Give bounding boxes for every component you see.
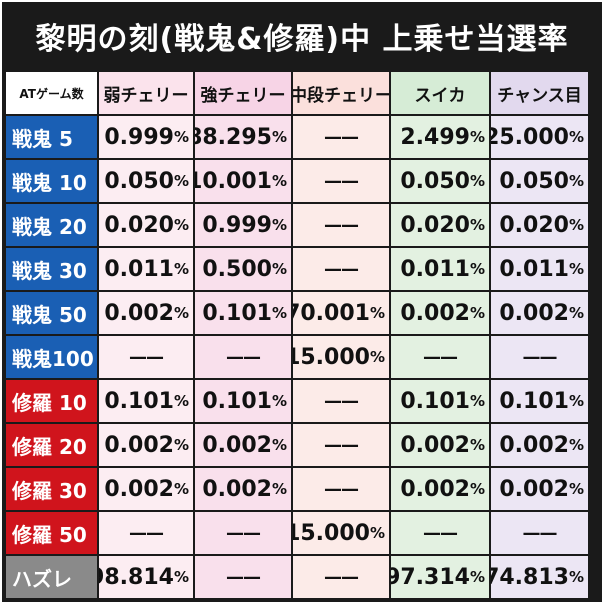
header-chance-pattern: チャンス目 (491, 72, 588, 114)
rate-cell-chance-pattern: 0.050% (491, 160, 588, 202)
rate-cell-chance-pattern: 0.020% (491, 204, 588, 246)
row-label: ハズレ (6, 556, 97, 598)
rate-cell-watermelon: 0.101% (391, 380, 489, 422)
rate-cell-weak-cherry: 0.011% (99, 248, 193, 290)
rate-cell-chance-pattern: 0.011% (491, 248, 588, 290)
rate-cell-middle-cherry: —— (293, 204, 389, 246)
rate-cell-strong-cherry: —— (195, 556, 291, 598)
rate-cell-middle-cherry: —— (293, 556, 389, 598)
row-label: 戦鬼 30 (6, 248, 97, 290)
rate-cell-watermelon: 0.011% (391, 248, 489, 290)
rate-cell-chance-pattern: —— (491, 336, 588, 378)
rate-table: ATゲーム数 弱チェリー 強チェリー 中段チェリー スイカ チャンス目 戦鬼 5… (6, 72, 598, 600)
rate-cell-chance-pattern: 0.101% (491, 380, 588, 422)
rate-cell-middle-cherry: —— (293, 380, 389, 422)
page-title: 黎明の刻(戦鬼&修羅)中 上乗せ当選率 (35, 22, 569, 57)
rate-cell-watermelon: 0.002% (391, 468, 489, 510)
rate-cell-middle-cherry: —— (293, 468, 389, 510)
rate-cell-weak-cherry: —— (99, 336, 193, 378)
rate-cell-weak-cherry: —— (99, 512, 193, 554)
row-label: 戦鬼100 (6, 336, 97, 378)
rate-cell-middle-cherry: 70.001% (293, 292, 389, 334)
rate-cell-middle-cherry: —— (293, 160, 389, 202)
rate-cell-watermelon: 0.002% (391, 424, 489, 466)
rate-cell-watermelon: 0.020% (391, 204, 489, 246)
rate-cell-weak-cherry: 98.814% (99, 556, 193, 598)
rate-cell-strong-cherry: 0.101% (195, 380, 291, 422)
rate-cell-chance-pattern: 0.002% (491, 292, 588, 334)
row-label: 戦鬼 20 (6, 204, 97, 246)
row-label: 修羅 50 (6, 512, 97, 554)
rate-cell-middle-cherry: 15.000% (293, 336, 389, 378)
rate-cell-strong-cherry: —— (195, 336, 291, 378)
rate-cell-weak-cherry: 0.101% (99, 380, 193, 422)
rate-cell-weak-cherry: 0.002% (99, 468, 193, 510)
rate-cell-watermelon: 0.050% (391, 160, 489, 202)
header-at-games: ATゲーム数 (6, 72, 97, 114)
header-watermelon: スイカ (391, 72, 489, 114)
rate-cell-weak-cherry: 0.050% (99, 160, 193, 202)
rate-cell-watermelon: 97.314% (391, 556, 489, 598)
rate-cell-weak-cherry: 0.002% (99, 424, 193, 466)
rate-cell-middle-cherry: 15.000% (293, 512, 389, 554)
rate-cell-strong-cherry: 0.999% (195, 204, 291, 246)
rate-cell-weak-cherry: 0.999% (99, 116, 193, 158)
header-strong-cherry: 強チェリー (195, 72, 291, 114)
header-weak-cherry: 弱チェリー (99, 72, 193, 114)
rate-cell-chance-pattern: —— (491, 512, 588, 554)
rate-cell-watermelon: 0.002% (391, 292, 489, 334)
rate-cell-middle-cherry: —— (293, 248, 389, 290)
rate-cell-middle-cherry: —— (293, 424, 389, 466)
row-label: 修羅 20 (6, 424, 97, 466)
rate-cell-strong-cherry: 10.001% (195, 160, 291, 202)
rate-cell-strong-cherry: —— (195, 512, 291, 554)
rate-cell-chance-pattern: 74.813% (491, 556, 588, 598)
rate-cell-strong-cherry: 0.101% (195, 292, 291, 334)
rate-cell-chance-pattern: 0.002% (491, 424, 588, 466)
row-label: 修羅 30 (6, 468, 97, 510)
rate-cell-strong-cherry: 0.500% (195, 248, 291, 290)
rate-cell-strong-cherry: 0.002% (195, 468, 291, 510)
rate-cell-strong-cherry: 0.002% (195, 424, 291, 466)
rate-cell-watermelon: —— (391, 336, 489, 378)
rate-cell-weak-cherry: 0.020% (99, 204, 193, 246)
header-middle-cherry: 中段チェリー (293, 72, 389, 114)
rate-cell-middle-cherry: —— (293, 116, 389, 158)
rate-cell-chance-pattern: 25.000% (491, 116, 588, 158)
row-label: 修羅 10 (6, 380, 97, 422)
rate-cell-watermelon: —— (391, 512, 489, 554)
rate-cell-weak-cherry: 0.002% (99, 292, 193, 334)
row-label: 戦鬼 10 (6, 160, 97, 202)
rate-cell-watermelon: 2.499% (391, 116, 489, 158)
rate-cell-chance-pattern: 0.002% (491, 468, 588, 510)
row-label: 戦鬼 5 (6, 116, 97, 158)
row-label: 戦鬼 50 (6, 292, 97, 334)
rate-cell-strong-cherry: 88.295% (195, 116, 291, 158)
